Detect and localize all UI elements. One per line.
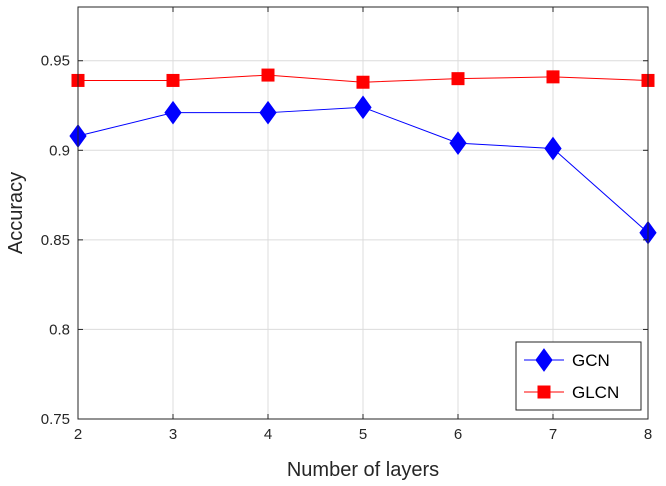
- y-tick-label: 0.85: [41, 232, 70, 249]
- legend-label-glcn: GLCN: [572, 383, 619, 402]
- legend-marker-gcn: [535, 348, 553, 372]
- x-tick-label: 6: [454, 426, 462, 443]
- x-tick-label: 7: [549, 426, 557, 443]
- data-point-gcn: [259, 100, 277, 125]
- x-axis-label: Number of layers: [287, 459, 439, 481]
- series-glcn: [71, 68, 655, 89]
- data-point-glcn: [166, 73, 180, 87]
- y-axis-label: Accuracy: [5, 172, 27, 254]
- x-tick-label: 8: [644, 426, 652, 443]
- x-tick-label: 2: [74, 426, 82, 443]
- x-tick-label: 4: [264, 426, 272, 443]
- x-tick-label: 3: [169, 426, 177, 443]
- data-point-gcn: [449, 131, 467, 155]
- data-point-glcn: [546, 70, 560, 84]
- y-tick-label: 0.8: [49, 321, 70, 338]
- ticks: 2 3 4 5 6 7 8 0.75 0.8 0.85 0.9 0.95: [41, 7, 652, 443]
- data-point-glcn: [356, 75, 370, 89]
- y-tick-label: 0.75: [41, 411, 70, 428]
- data-point-glcn: [451, 72, 465, 86]
- data-point-gcn: [354, 95, 372, 120]
- y-tick-label: 0.95: [41, 53, 70, 70]
- x-tick-label: 5: [359, 426, 367, 443]
- legend-box: [515, 341, 642, 411]
- legend: GCN GLCN: [515, 341, 642, 411]
- data-point-gcn: [544, 136, 562, 161]
- legend-label-gcn: GCN: [572, 351, 610, 370]
- data-point-glcn: [261, 68, 275, 82]
- legend-marker-glcn: [537, 385, 551, 399]
- data-point-gcn: [164, 100, 182, 125]
- y-tick-label: 0.9: [49, 142, 70, 159]
